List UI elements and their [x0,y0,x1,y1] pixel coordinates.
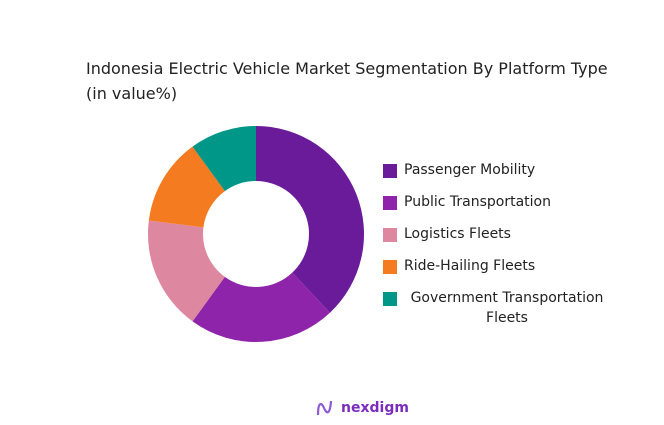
slice-passenger-mobility [256,126,365,313]
nexdigm-logo-icon [316,400,333,416]
slice-logistics-fleets [148,220,225,322]
legend-item: Public Transportation [383,192,622,224]
brand-name: nexdigm [341,400,409,416]
chart-title: Indonesia Electric Vehicle Market Segmen… [86,59,608,103]
slice-government-transportation-fleets [192,125,256,192]
legend-label: Government Transportation Fleets [410,290,604,326]
legend-label: Public Transportation [404,194,551,210]
legend: Passenger Mobility Public Transportation L… [383,160,622,326]
legend-swatch [383,228,397,242]
legend-label: Passenger Mobility [404,162,536,178]
legend-label: Logistics Fleets [404,226,511,242]
legend-item: Logistics Fleets [383,224,622,256]
legend-swatch [383,292,397,306]
legend-item: Ride-Hailing Fleets [383,256,622,288]
legend-swatch [383,260,397,274]
legend-item: Passenger Mobility [383,160,622,192]
slice-ride-hailing-fleets [148,146,225,228]
legend-item: Government Transportation Fleets [383,288,622,326]
legend-swatch [383,164,397,178]
legend-swatch [383,196,397,210]
legend-label: Ride-Hailing Fleets [404,258,536,274]
nexdigm-logo: nexdigm [315,398,409,418]
slice-public-transportation [192,272,330,342]
